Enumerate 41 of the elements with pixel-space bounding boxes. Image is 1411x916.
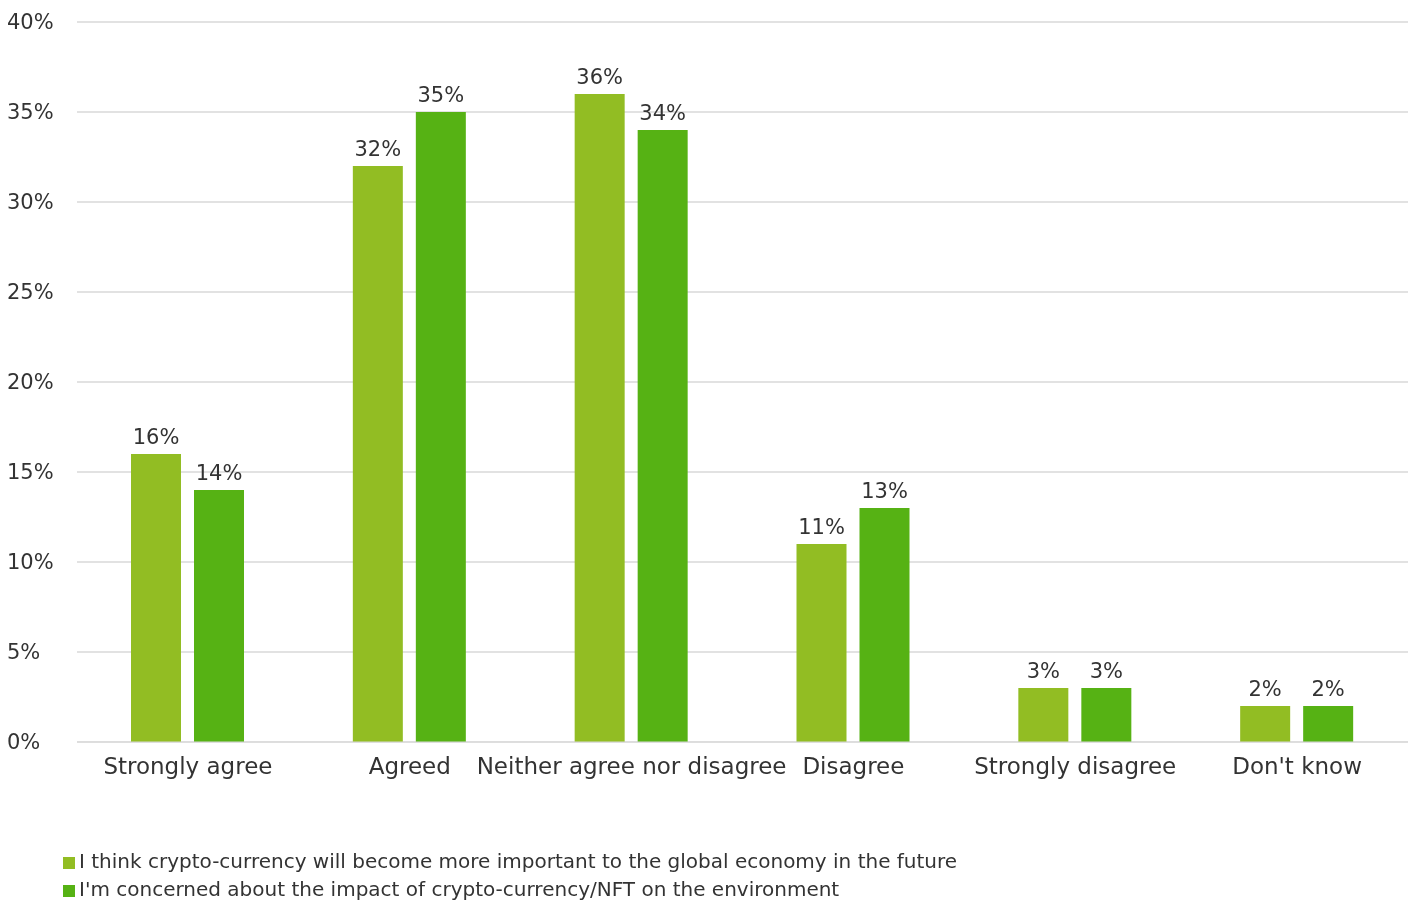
- legend-label: I think crypto-currency will become more important to the global economy in the future: [79, 849, 958, 873]
- y-tick-label: 30%: [7, 190, 54, 215]
- x-tick-label: Neither agree nor disagree: [476, 753, 787, 780]
- y-tick-label: 15%: [7, 460, 54, 485]
- legend-label: I'm concerned about the impact of crypto-currency/NFT on the environment: [79, 877, 840, 901]
- bar: [637, 130, 688, 742]
- x-tick-label: Disagree: [802, 753, 905, 780]
- y-tick-label: 0%: [7, 730, 41, 755]
- data-label: 14%: [195, 461, 243, 485]
- bar: [131, 454, 181, 742]
- data-label: 32%: [354, 137, 402, 161]
- y-tick-label: 25%: [7, 280, 54, 305]
- y-tick-label: 35%: [7, 100, 54, 125]
- data-label: 11%: [798, 515, 845, 539]
- data-label: 2%: [1311, 677, 1345, 701]
- y-tick-label: 10%: [7, 550, 54, 575]
- x-tick-label: Strongly disagree: [974, 753, 1177, 780]
- data-label: 3%: [1026, 659, 1060, 683]
- x-tick-label: Agreed: [368, 753, 451, 780]
- data-label: 36%: [576, 65, 624, 89]
- bar: [574, 94, 625, 742]
- bar: [859, 508, 910, 742]
- y-tick-label: 5%: [7, 640, 41, 665]
- data-label: 13%: [861, 479, 908, 503]
- bar: [1240, 706, 1291, 742]
- bar: [415, 112, 466, 742]
- data-label: 35%: [417, 83, 465, 107]
- x-tick-label: Strongly agree: [103, 753, 273, 780]
- y-tick-label: 20%: [7, 370, 54, 395]
- bar: [1018, 688, 1069, 742]
- y-tick-label: 40%: [7, 10, 54, 35]
- bar: [796, 544, 847, 742]
- bar: [194, 490, 244, 742]
- data-label: 2%: [1248, 677, 1282, 701]
- bar: [352, 166, 403, 742]
- x-tick-label: Don't know: [1232, 753, 1362, 780]
- data-label: 3%: [1089, 659, 1123, 683]
- bar: [1303, 706, 1354, 742]
- data-label: 34%: [639, 101, 687, 125]
- bar: [1081, 688, 1132, 742]
- data-label: 16%: [132, 425, 180, 449]
